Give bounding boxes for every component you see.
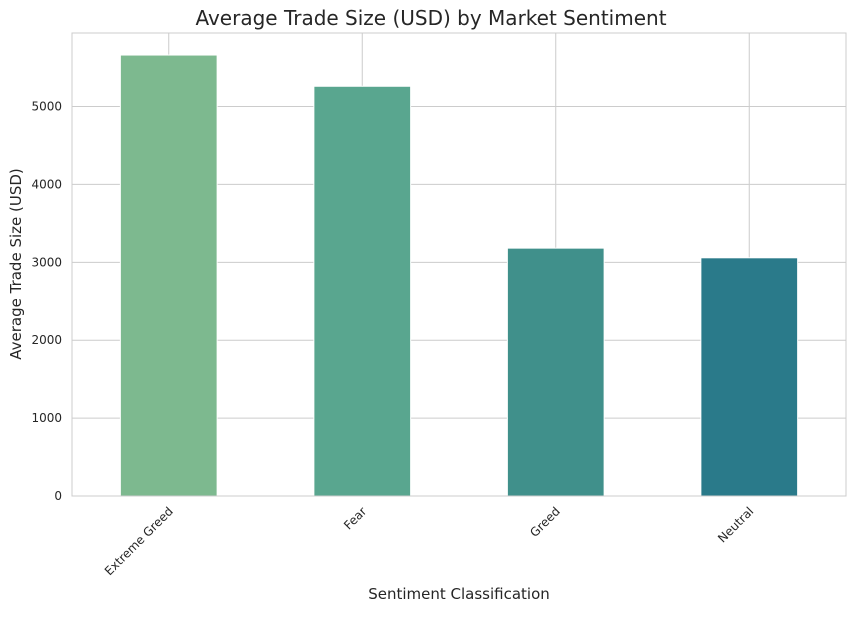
y-tick-label: 5000 xyxy=(31,100,62,114)
x-tick-label: Greed xyxy=(527,504,563,540)
bar xyxy=(313,85,412,497)
x-tick-label: Neutral xyxy=(715,504,756,545)
y-tick-label: 1000 xyxy=(31,411,62,425)
y-axis-ticks: 0 1000 2000 3000 4000 5000 xyxy=(31,100,62,503)
y-tick-label: 3000 xyxy=(31,255,62,269)
y-tick-label: 2000 xyxy=(31,333,62,347)
bar xyxy=(119,54,218,497)
bar xyxy=(506,247,605,497)
y-tick-label: 4000 xyxy=(31,177,62,191)
chart-title: Average Trade Size (USD) by Market Senti… xyxy=(195,6,666,30)
x-tick-label: Fear xyxy=(341,504,369,532)
y-axis-label: Average Trade Size (USD) xyxy=(7,168,25,360)
x-tick-label: Extreme Greed xyxy=(102,504,176,578)
plot-frame xyxy=(71,32,847,497)
bar xyxy=(700,257,799,497)
x-axis-ticks: Extreme Greed Fear Greed Neutral xyxy=(102,504,757,578)
y-tick-label: 0 xyxy=(54,489,62,503)
bars xyxy=(119,54,799,497)
x-axis-label: Sentiment Classification xyxy=(368,585,550,603)
